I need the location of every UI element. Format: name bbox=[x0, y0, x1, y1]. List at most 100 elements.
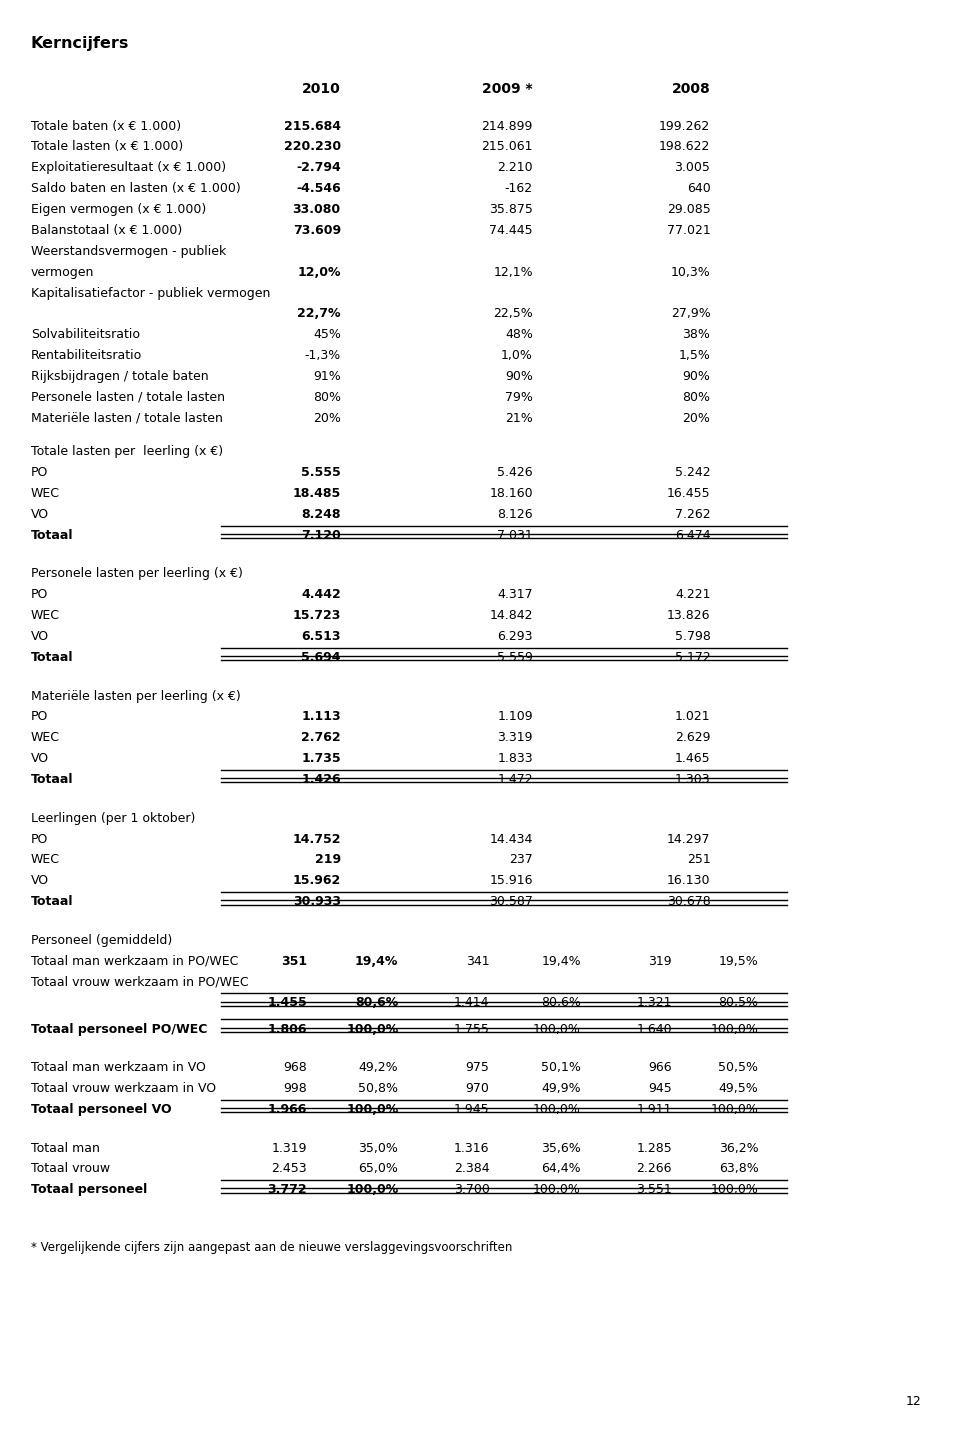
Text: 30.587: 30.587 bbox=[489, 896, 533, 909]
Text: Rijksbijdragen / totale baten: Rijksbijdragen / totale baten bbox=[31, 370, 208, 383]
Text: 100,0%: 100,0% bbox=[533, 1103, 581, 1116]
Text: 1.285: 1.285 bbox=[636, 1142, 672, 1155]
Text: 15.916: 15.916 bbox=[490, 874, 533, 887]
Text: 33.080: 33.080 bbox=[293, 203, 341, 216]
Text: 80%: 80% bbox=[313, 390, 341, 405]
Text: 30.678: 30.678 bbox=[666, 896, 710, 909]
Text: Materiële lasten / totale lasten: Materiële lasten / totale lasten bbox=[31, 412, 223, 425]
Text: 968: 968 bbox=[283, 1061, 307, 1074]
Text: 49,2%: 49,2% bbox=[359, 1061, 398, 1074]
Text: 3.700: 3.700 bbox=[454, 1184, 490, 1197]
Text: 14.842: 14.842 bbox=[490, 609, 533, 622]
Text: 35,0%: 35,0% bbox=[358, 1142, 398, 1155]
Text: 970: 970 bbox=[466, 1081, 490, 1094]
Text: 50,1%: 50,1% bbox=[540, 1061, 581, 1074]
Text: 14.752: 14.752 bbox=[292, 832, 341, 845]
Text: 214.899: 214.899 bbox=[481, 120, 533, 132]
Text: Totaal: Totaal bbox=[31, 773, 73, 786]
Text: 79%: 79% bbox=[505, 390, 533, 405]
Text: 2010: 2010 bbox=[302, 82, 341, 96]
Text: Materiële lasten per leerling (x €): Materiële lasten per leerling (x €) bbox=[31, 690, 240, 703]
Text: 10,3%: 10,3% bbox=[671, 265, 710, 279]
Text: Totaal: Totaal bbox=[31, 896, 73, 909]
Text: -162: -162 bbox=[505, 181, 533, 196]
Text: 215.684: 215.684 bbox=[284, 120, 341, 132]
Text: 4.221: 4.221 bbox=[675, 589, 710, 602]
Text: 220.230: 220.230 bbox=[283, 141, 341, 154]
Text: 12,0%: 12,0% bbox=[298, 265, 341, 279]
Text: 237: 237 bbox=[509, 854, 533, 867]
Text: 15.962: 15.962 bbox=[293, 874, 341, 887]
Text: 2008: 2008 bbox=[672, 82, 710, 96]
Text: 1.640: 1.640 bbox=[636, 1022, 672, 1035]
Text: vermogen: vermogen bbox=[31, 265, 94, 279]
Text: 2009 *: 2009 * bbox=[482, 82, 533, 96]
Text: PO: PO bbox=[31, 710, 48, 723]
Text: Totaal vrouw werkzaam in PO/WEC: Totaal vrouw werkzaam in PO/WEC bbox=[31, 975, 249, 989]
Text: * Vergelijkende cijfers zijn aangepast aan de nieuwe verslaggevingsvoorschriften: * Vergelijkende cijfers zijn aangepast a… bbox=[31, 1241, 512, 1254]
Text: 945: 945 bbox=[648, 1081, 672, 1094]
Text: 50,8%: 50,8% bbox=[358, 1081, 398, 1094]
Text: 5.242: 5.242 bbox=[675, 467, 710, 480]
Text: 1.109: 1.109 bbox=[497, 710, 533, 723]
Text: 91%: 91% bbox=[313, 370, 341, 383]
Text: 14.434: 14.434 bbox=[490, 832, 533, 845]
Text: 80,6%: 80,6% bbox=[540, 996, 581, 1009]
Text: 100,0%: 100,0% bbox=[347, 1184, 398, 1197]
Text: PO: PO bbox=[31, 467, 48, 480]
Text: WEC: WEC bbox=[31, 854, 60, 867]
Text: 5.555: 5.555 bbox=[301, 467, 341, 480]
Text: 20%: 20% bbox=[683, 412, 710, 425]
Text: 5.798: 5.798 bbox=[675, 631, 710, 644]
Text: 1.113: 1.113 bbox=[301, 710, 341, 723]
Text: Personele lasten per leerling (x €): Personele lasten per leerling (x €) bbox=[31, 567, 243, 580]
Text: 15.723: 15.723 bbox=[293, 609, 341, 622]
Text: Leerlingen (per 1 oktober): Leerlingen (per 1 oktober) bbox=[31, 812, 195, 825]
Text: VO: VO bbox=[31, 752, 49, 765]
Text: 7.262: 7.262 bbox=[675, 508, 710, 521]
Text: 12,1%: 12,1% bbox=[493, 265, 533, 279]
Text: Kapitalisatiefactor - publiek vermogen: Kapitalisatiefactor - publiek vermogen bbox=[31, 287, 270, 300]
Text: 351: 351 bbox=[281, 955, 307, 968]
Text: 38%: 38% bbox=[683, 328, 710, 341]
Text: 219: 219 bbox=[315, 854, 341, 867]
Text: 640: 640 bbox=[686, 181, 710, 196]
Text: 1.735: 1.735 bbox=[301, 752, 341, 765]
Text: 341: 341 bbox=[466, 955, 490, 968]
Text: Saldo baten en lasten (x € 1.000): Saldo baten en lasten (x € 1.000) bbox=[31, 181, 240, 196]
Text: 19,4%: 19,4% bbox=[355, 955, 398, 968]
Text: 22,7%: 22,7% bbox=[298, 307, 341, 321]
Text: 5.426: 5.426 bbox=[497, 467, 533, 480]
Text: 1.414: 1.414 bbox=[454, 996, 490, 1009]
Text: 100,0%: 100,0% bbox=[710, 1022, 758, 1035]
Text: 16.130: 16.130 bbox=[667, 874, 710, 887]
Text: 199.262: 199.262 bbox=[660, 120, 710, 132]
Text: 3.772: 3.772 bbox=[268, 1184, 307, 1197]
Text: Totale lasten (x € 1.000): Totale lasten (x € 1.000) bbox=[31, 141, 183, 154]
Text: 19,4%: 19,4% bbox=[541, 955, 581, 968]
Text: 6.293: 6.293 bbox=[497, 631, 533, 644]
Text: 36,2%: 36,2% bbox=[719, 1142, 758, 1155]
Text: 2.384: 2.384 bbox=[454, 1162, 490, 1175]
Text: 5.172: 5.172 bbox=[675, 651, 710, 664]
Text: 49,9%: 49,9% bbox=[541, 1081, 581, 1094]
Text: 2.266: 2.266 bbox=[636, 1162, 672, 1175]
Text: 49,5%: 49,5% bbox=[719, 1081, 758, 1094]
Text: Personele lasten / totale lasten: Personele lasten / totale lasten bbox=[31, 390, 225, 405]
Text: 1.833: 1.833 bbox=[497, 752, 533, 765]
Text: 18.485: 18.485 bbox=[293, 487, 341, 500]
Text: 30.933: 30.933 bbox=[293, 896, 341, 909]
Text: 3.551: 3.551 bbox=[636, 1184, 672, 1197]
Text: 50,5%: 50,5% bbox=[718, 1061, 758, 1074]
Text: 74.445: 74.445 bbox=[490, 223, 533, 238]
Text: 27,9%: 27,9% bbox=[671, 307, 710, 321]
Text: Totale lasten per  leerling (x €): Totale lasten per leerling (x €) bbox=[31, 445, 223, 458]
Text: 319: 319 bbox=[648, 955, 672, 968]
Text: 21%: 21% bbox=[505, 412, 533, 425]
Text: 29.085: 29.085 bbox=[666, 203, 710, 216]
Text: 4.442: 4.442 bbox=[301, 589, 341, 602]
Text: 1.321: 1.321 bbox=[636, 996, 672, 1009]
Text: Totaal vrouw: Totaal vrouw bbox=[31, 1162, 109, 1175]
Text: 4.317: 4.317 bbox=[497, 589, 533, 602]
Text: 5.694: 5.694 bbox=[301, 651, 341, 664]
